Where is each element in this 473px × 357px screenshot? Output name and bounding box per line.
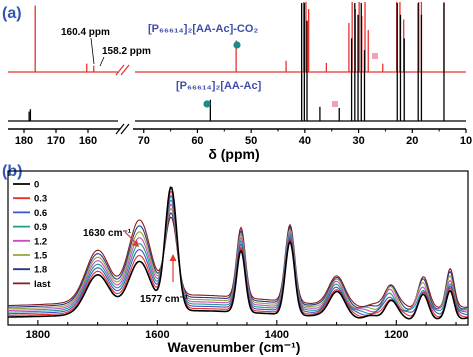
panel-a-letter: (a) xyxy=(2,5,22,22)
compound-label-top: [P₆₆₆₁₄]₂[AA-Ac]-CO₂ xyxy=(148,23,258,35)
peak-pointer-160 xyxy=(90,37,95,65)
nmr-tick-label: 10 xyxy=(460,135,472,147)
legend-label: 0.6 xyxy=(34,208,47,219)
ir-x-axis-title: Wavenumber (cm⁻¹) xyxy=(168,339,301,355)
peak-pointer-158 xyxy=(99,56,105,67)
legend-label: 1.2 xyxy=(34,236,47,247)
nmr-tick-label: 60 xyxy=(191,135,203,147)
circle-marker-bottom xyxy=(203,100,211,108)
ir-legend: 0 0.3 0.6 0.9 1.2 1.5 1.8 last xyxy=(13,180,51,290)
nmr-tick-label: 160 xyxy=(79,135,97,147)
ir-tick-label: 1800 xyxy=(26,329,50,341)
band-label-1630: 1630 cm⁻¹ xyxy=(83,228,132,239)
square-marker-top xyxy=(372,53,378,59)
legend-label: last xyxy=(34,279,51,290)
arrow-1630 xyxy=(124,231,139,247)
nmr-tick-label: 70 xyxy=(138,135,150,147)
ir-tick-label: 1400 xyxy=(265,329,289,341)
nmr-spectra xyxy=(8,2,466,122)
ir-tick-label: 1600 xyxy=(145,329,169,341)
nmr-x-axis-title: δ (ppm) xyxy=(208,146,259,162)
ir-spectra xyxy=(7,186,469,320)
nmr-series-1 xyxy=(8,3,466,122)
arrow-1577 xyxy=(169,254,177,282)
nmr-tick-label: 30 xyxy=(352,135,364,147)
legend-label: 0.3 xyxy=(34,194,47,205)
peak-label-160: 160.4 ppm xyxy=(61,27,110,38)
legend-label: 1.8 xyxy=(34,265,47,276)
nmr-tick-label: 50 xyxy=(245,135,257,147)
carbamate-circle-marker-top xyxy=(233,41,241,49)
ir-x-ticks: 1800 1600 1400 1200 xyxy=(26,320,457,341)
nmr-tick-label: 180 xyxy=(15,135,33,147)
square-marker-bottom xyxy=(332,101,338,107)
legend-label: 1.5 xyxy=(34,251,48,262)
peak-label-158: 158.2 ppm xyxy=(102,46,151,57)
compound-label-bottom: [P₆₆₆₁₄]₂[AA-Ac] xyxy=(176,80,262,92)
nmr-tick-label: 20 xyxy=(406,135,418,147)
ir-series-0 xyxy=(8,186,469,320)
nmr-tick-label: 40 xyxy=(299,135,311,147)
band-label-1577: 1577 cm⁻¹ xyxy=(140,294,189,305)
panel-a: (a) 180 170 160 70 60 50 40 30 20 10 δ (ppm) 160.… xyxy=(2,2,472,162)
nmr-tick-label: 170 xyxy=(47,135,65,147)
axis-break-mark xyxy=(115,123,130,135)
nmr-x-ticks: 180 170 160 70 60 50 40 30 20 10 xyxy=(15,129,472,147)
legend-label: 0.9 xyxy=(34,222,47,233)
panel-b: (b) 1800 1600 1400 1200 Wavenumber (cm⁻¹) 0… xyxy=(2,163,469,355)
ir-tick-label: 1200 xyxy=(384,329,408,341)
legend-label: 0 xyxy=(34,180,39,191)
ir-plot-frame xyxy=(7,170,469,326)
trace-break-mark-red xyxy=(115,64,130,76)
